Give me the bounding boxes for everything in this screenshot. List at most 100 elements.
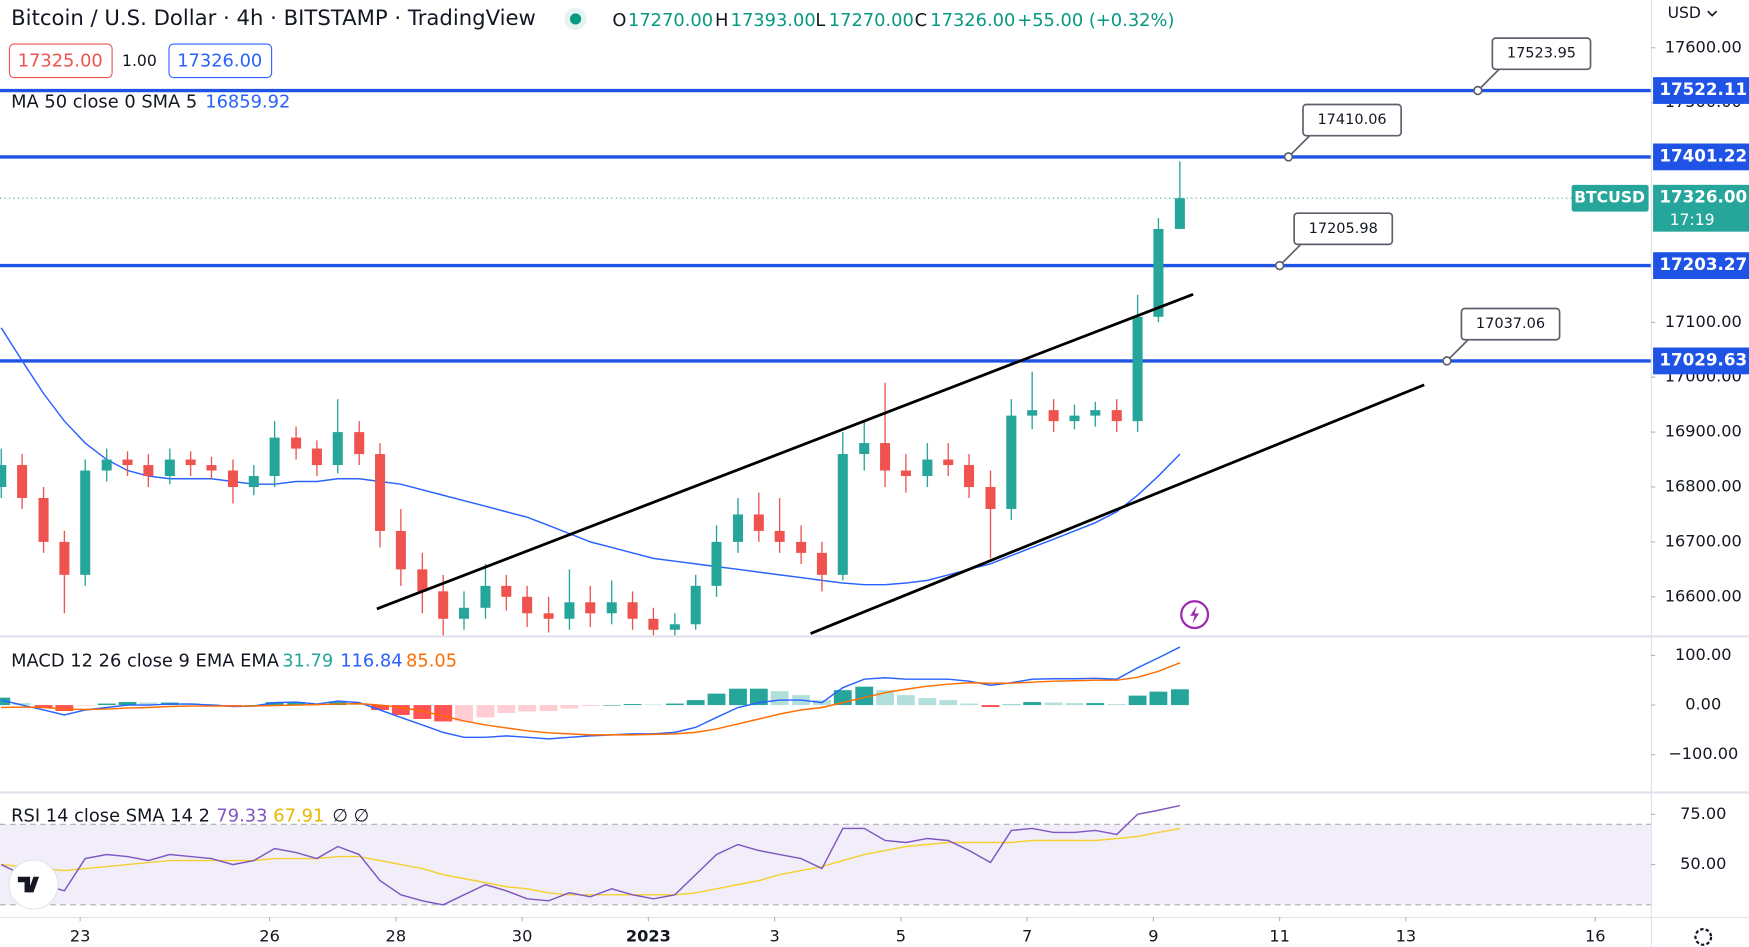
macd-histogram-bar — [1170, 689, 1189, 706]
y-tick-label: 17600.00 — [1665, 37, 1742, 56]
candle-body — [837, 454, 848, 575]
x-tick-label: 2023 — [626, 926, 671, 945]
macd-histogram-bar — [539, 705, 558, 712]
macd-histogram-bar — [939, 700, 958, 706]
y-tick-label: 16900.00 — [1665, 422, 1742, 441]
macd-histogram-bar — [918, 698, 937, 706]
candle-body — [543, 613, 554, 619]
candle-body — [774, 530, 785, 542]
macd-histogram-bar — [55, 705, 74, 712]
macd-value: 116.84 — [340, 650, 402, 671]
macd-histogram-bar — [265, 702, 284, 706]
ask-price[interactable]: 17326.00 — [177, 50, 262, 71]
ohlc-key: H — [715, 10, 728, 31]
ma-legend: MA 50 close 0 SMA 5 — [11, 92, 197, 113]
macd-histogram-bar — [665, 703, 684, 706]
callout-connector — [1446, 338, 1470, 362]
candle-body — [669, 624, 680, 630]
ohlc-key: C — [915, 10, 927, 31]
events-icon-bolt — [1190, 605, 1200, 624]
ohlc-value: 17270.00 — [628, 10, 713, 31]
macd-histogram-bar — [644, 704, 663, 706]
macd-histogram-bar — [623, 704, 642, 706]
candle-body — [1153, 228, 1164, 317]
macd-histogram-bar — [413, 705, 432, 719]
y-tick-label: 0.00 — [1685, 695, 1721, 714]
candle-body — [711, 541, 722, 586]
macd-histogram-bar — [729, 688, 747, 706]
bid-price[interactable]: 17325.00 — [18, 50, 103, 71]
macd-histogram-bar — [749, 688, 768, 706]
rsi-value: 79.33 — [216, 805, 267, 826]
candle-body — [564, 602, 575, 619]
candle-body — [732, 514, 744, 542]
rsi-background — [0, 823, 1651, 906]
candle-body — [880, 443, 891, 471]
hline-price-label: 17401.22 — [1659, 145, 1747, 165]
trend-line — [376, 292, 1194, 611]
callout-connector — [1287, 134, 1312, 158]
macd-histogram-bar — [76, 705, 95, 706]
candle-body — [38, 497, 49, 542]
candle-body — [80, 470, 91, 575]
x-tick-label: 7 — [1022, 926, 1032, 945]
symbol-tag — [1571, 184, 1649, 212]
status-dot — [569, 13, 582, 25]
macd-histogram-bar — [518, 705, 537, 712]
candle-body — [354, 432, 365, 455]
candle-body — [101, 459, 112, 471]
rsi-pane — [0, 804, 1181, 906]
header-bg — [0, 0, 1183, 38]
settings-icon[interactable] — [1694, 928, 1713, 946]
candle-body — [922, 459, 933, 477]
macd-histogram-bar — [1149, 691, 1168, 706]
y-tick-label: 16800.00 — [1665, 477, 1742, 496]
candle-body — [1027, 410, 1038, 416]
y-tick-label: 16700.00 — [1665, 531, 1742, 550]
hline-price-tag — [1653, 347, 1749, 375]
rsi-band — [0, 824, 1651, 905]
macd-histogram-bar — [1023, 702, 1042, 706]
candle-body — [269, 437, 280, 477]
currency[interactable]: USD — [1668, 4, 1701, 22]
y-tick-label: 50.00 — [1680, 854, 1726, 873]
candle-body — [816, 552, 827, 575]
y-tick-label: 100.00 — [1675, 645, 1732, 664]
candle-body — [753, 514, 764, 531]
macd-histogram-bar — [1044, 702, 1063, 706]
macd-signal-value: 85.05 — [406, 650, 457, 671]
candle-body — [900, 470, 911, 477]
ma-line — [0, 327, 1181, 586]
macd-histogram-bar — [350, 704, 369, 706]
x-tick-label: 30 — [512, 926, 533, 945]
y-tick-label: 17100.00 — [1665, 312, 1742, 331]
hline-price-label: 17522.11 — [1659, 79, 1747, 99]
macd-histogram-value: 31.79 — [282, 650, 333, 671]
callout-anchor — [1283, 152, 1294, 162]
macd-legend: MACD 12 26 close 9 EMA EMA — [11, 650, 280, 671]
candle-body — [522, 596, 533, 614]
buy-button[interactable] — [168, 43, 273, 79]
x-tick-label: 3 — [769, 926, 779, 945]
candle-body — [1048, 410, 1059, 422]
x-tick-label: 11 — [1269, 926, 1290, 945]
candle-body — [964, 465, 975, 488]
macd-histogram-bar — [981, 705, 1000, 708]
ohlc-value: 17326.00 — [930, 10, 1015, 31]
candle-body — [59, 541, 70, 575]
candle-body — [480, 585, 491, 608]
x-tick-label: 5 — [896, 926, 906, 945]
candle-body — [311, 448, 322, 466]
change: +55.00 (+0.32%) — [1017, 10, 1174, 31]
signal-line — [1, 662, 1181, 736]
sell-button[interactable] — [8, 43, 113, 79]
callout-label: 17523.95 — [1507, 46, 1576, 62]
y-tick-label: 16600.00 — [1665, 586, 1742, 605]
candle-body — [985, 487, 996, 509]
last-price-tag — [1653, 184, 1749, 232]
hline-price-tag — [1653, 252, 1749, 279]
rsi-line — [0, 804, 1181, 906]
hline-price-tag — [1653, 143, 1749, 171]
macd-histogram-bar — [224, 705, 242, 706]
macd-histogram-bar — [855, 686, 874, 706]
